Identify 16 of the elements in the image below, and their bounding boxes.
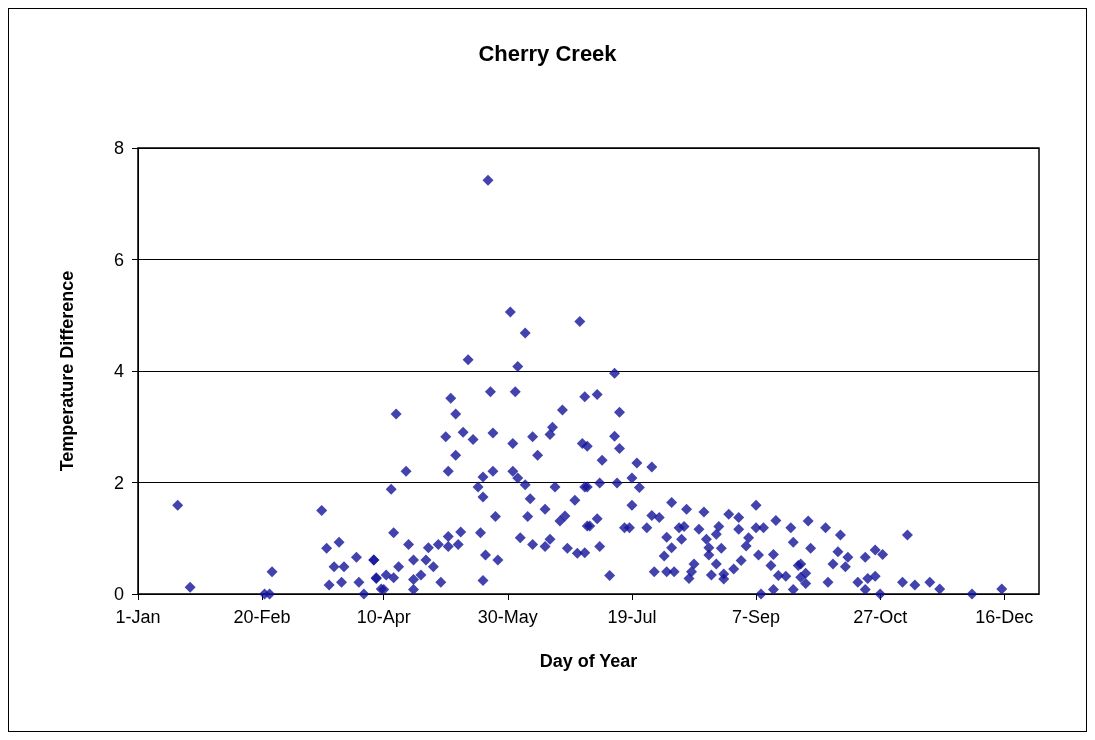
- x-tick-label: 1-Jan: [115, 607, 161, 627]
- x-tick-label: 20-Feb: [233, 607, 291, 627]
- y-tick-label: 0: [113, 584, 124, 604]
- x-tick-label: 27-Oct: [853, 607, 908, 627]
- y-tick-label: 2: [113, 472, 124, 493]
- x-tick-label: 30-May: [477, 607, 538, 627]
- y-tick-label: 6: [113, 249, 124, 270]
- x-tick-label: 10-Apr: [356, 607, 411, 627]
- x-tick-label: 19-Jul: [607, 607, 657, 627]
- x-tick-label: 16-Dec: [975, 607, 1034, 627]
- y-axis-title: Temperature Difference: [57, 270, 77, 472]
- x-tick-label: 7-Sep: [732, 607, 781, 627]
- y-tick-label: 4: [113, 361, 124, 381]
- chart-title: Cherry Creek: [478, 40, 618, 66]
- x-axis-title: Day of Year: [539, 651, 638, 671]
- y-tick-label: 8: [113, 138, 124, 158]
